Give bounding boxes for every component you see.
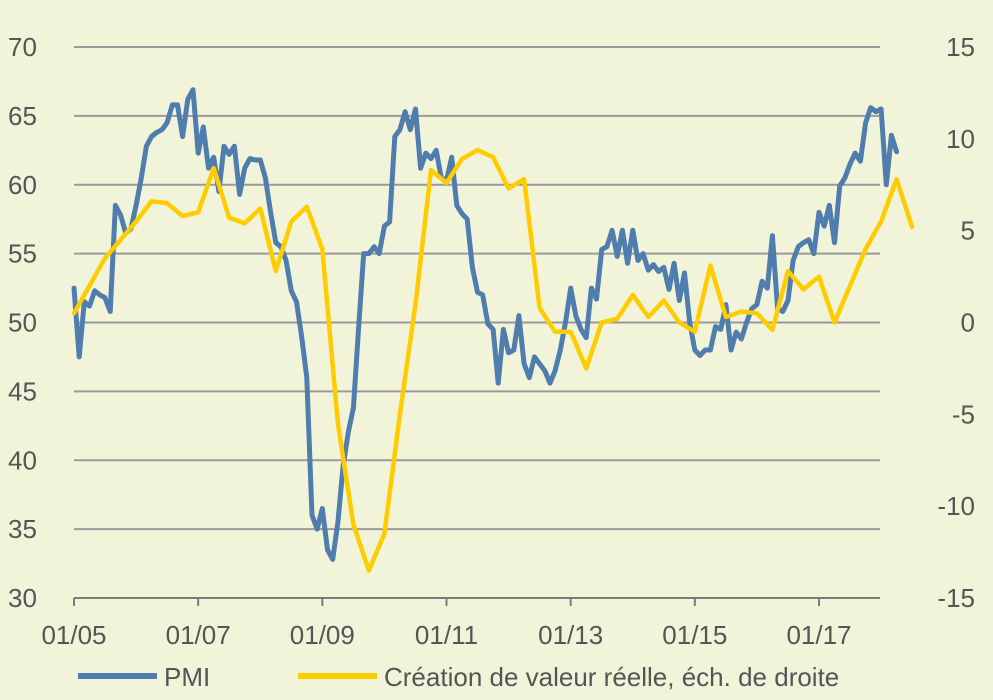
y-left-tick-label: 30	[8, 583, 37, 613]
x-tick-label: 01/13	[538, 620, 603, 650]
y-left-tick-label: 50	[8, 308, 37, 338]
x-tick-label: 01/05	[41, 620, 106, 650]
y-right-tick-label: 15	[946, 32, 975, 62]
x-tick-label: 01/11	[415, 620, 478, 650]
x-tick-label: 01/07	[166, 620, 231, 650]
x-axis: 01/05 01/07 01/09 01/11 01/13 01/15 01/17	[41, 597, 880, 650]
y-right-tick-label: -10	[937, 491, 975, 521]
x-tick-label: 01/09	[290, 620, 355, 650]
series-group	[71, 87, 915, 573]
x-tick-label: 01/17	[786, 620, 851, 650]
y-axis-left: 70 65 60 55 50 45 40 35 30	[8, 32, 37, 613]
y-left-tick-label: 65	[8, 101, 37, 131]
y-right-tick-label: 5	[961, 216, 975, 246]
y-left-tick-label: 40	[8, 445, 37, 475]
y-right-tick-label: 0	[961, 308, 975, 338]
y-right-tick-label: -15	[937, 583, 975, 613]
y-left-tick-label: 60	[8, 170, 37, 200]
x-tick-label: 01/15	[662, 620, 727, 650]
y-left-tick-label: 45	[8, 376, 37, 406]
y-left-tick-label: 55	[8, 239, 37, 269]
y-right-tick-label: -5	[952, 399, 975, 429]
y-right-tick-label: 10	[946, 124, 975, 154]
y-axis-right: 15 10 5 0 -5 -10 -15	[937, 32, 975, 613]
y-left-tick-label: 70	[8, 32, 37, 62]
legend-label-pmi: PMI	[164, 662, 210, 692]
series-line-pmi	[71, 87, 900, 562]
legend-label-value: Création de valeur réelle, éch. de droit…	[384, 662, 839, 692]
y-left-tick-label: 35	[8, 514, 37, 544]
series-line-value-creation	[71, 147, 915, 573]
legend: PMI Création de valeur réelle, éch. de d…	[78, 662, 839, 692]
